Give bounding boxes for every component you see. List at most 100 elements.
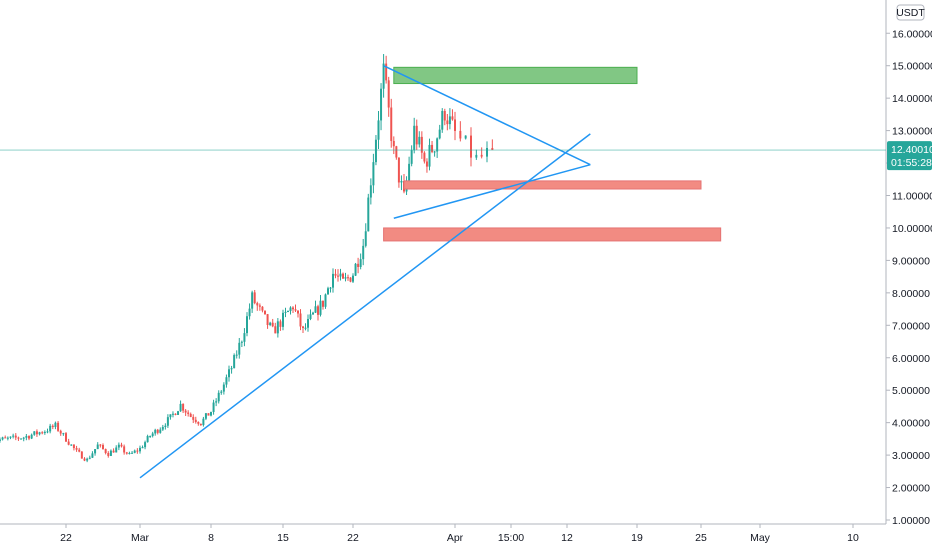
candle-up	[486, 147, 488, 157]
x-tick-label: 15:00	[498, 532, 524, 544]
candle-down	[80, 451, 83, 459]
candle-up	[117, 444, 120, 448]
candle-up	[243, 333, 246, 342]
candle-up	[228, 369, 230, 378]
candle-down	[385, 63, 388, 81]
candle-up	[374, 139, 377, 163]
candle-up	[1, 437, 4, 440]
candle-up	[164, 425, 167, 427]
x-tick-label: 8	[208, 532, 214, 544]
candle-down	[258, 305, 261, 307]
candle-down	[322, 300, 324, 307]
candle-down	[104, 449, 107, 454]
candle-up	[354, 263, 357, 276]
y-tick-label: 16.00000	[892, 28, 932, 40]
candle-up	[161, 426, 164, 430]
candle-up	[166, 417, 169, 426]
candle-up	[344, 277, 347, 279]
y-tick-label: 11.00000	[892, 191, 932, 203]
candle-down	[415, 125, 418, 145]
candle-down	[194, 419, 197, 422]
candle-up	[377, 120, 380, 140]
candle-up	[94, 449, 97, 454]
candle-up	[225, 377, 228, 385]
candle-up	[177, 411, 180, 415]
candle-down	[125, 452, 128, 454]
candle-up	[367, 197, 370, 232]
x-tick-label: 15	[277, 532, 289, 544]
candle-up	[269, 322, 272, 325]
candle-up	[86, 458, 89, 461]
candle-up	[329, 287, 332, 289]
candle-down	[347, 277, 349, 279]
candle-up	[9, 436, 12, 438]
candle-up	[289, 307, 292, 312]
y-tick-label: 7.00000	[892, 320, 930, 332]
candle-down	[197, 421, 200, 424]
x-tick-label: 22	[60, 532, 72, 544]
y-tick-label: 14.00000	[892, 93, 932, 105]
candles-group	[0, 54, 494, 463]
candle-up	[12, 435, 15, 437]
candle-up	[212, 402, 215, 412]
candle-up	[282, 312, 284, 327]
candle-down	[425, 161, 428, 167]
candle-down	[192, 416, 195, 420]
x-tick-label: 12	[561, 532, 573, 544]
candle-down	[75, 448, 78, 450]
candle-up	[304, 327, 307, 329]
candle-up	[38, 432, 41, 435]
candle-up	[312, 312, 314, 315]
x-tick-label: Apr	[447, 532, 464, 544]
candle-down	[199, 423, 202, 426]
candle-down	[112, 450, 115, 453]
candle-down	[57, 422, 60, 431]
candle-down	[299, 313, 302, 327]
candle-up	[146, 436, 149, 443]
candle-up	[139, 447, 141, 452]
y-tick-label: 2.00000	[892, 483, 930, 495]
candle-up	[324, 294, 327, 307]
candle-down	[83, 458, 86, 461]
candle-down	[470, 135, 472, 158]
candle-down	[102, 445, 104, 450]
candle-down	[357, 263, 360, 267]
candle-up	[276, 321, 279, 334]
candle-up	[33, 431, 36, 435]
candle-up	[418, 136, 421, 145]
candle-up	[309, 314, 312, 319]
candle-down	[271, 322, 274, 327]
x-tick-label: 19	[631, 532, 643, 544]
candle-up	[46, 431, 49, 433]
y-tick-label: 10.00000	[892, 223, 932, 235]
candle-up	[246, 316, 248, 334]
candle-up	[131, 452, 134, 454]
candle-up	[362, 245, 365, 260]
candle-up	[144, 442, 147, 448]
candle-up	[149, 435, 152, 437]
current-price-tag	[887, 141, 932, 171]
candle-down	[491, 147, 494, 151]
candle-up	[215, 401, 218, 403]
candle-down	[261, 306, 264, 311]
candle-up	[204, 413, 207, 419]
candle-up	[475, 154, 478, 158]
candle-up	[441, 110, 444, 130]
candle-up	[339, 273, 342, 277]
y-tick-label: 13.00000	[892, 126, 932, 138]
candle-up	[240, 341, 243, 343]
candle-up	[70, 444, 73, 446]
candle-down	[397, 157, 400, 183]
current-price-label: 12.40010	[891, 144, 932, 156]
candle-up	[251, 292, 254, 309]
candle-down	[156, 429, 159, 433]
candle-up	[464, 135, 467, 139]
candle-down	[253, 292, 256, 304]
candle-up	[352, 275, 354, 282]
candle-down	[443, 110, 446, 121]
candle-up	[220, 391, 223, 393]
candle-up	[154, 429, 157, 434]
candle-down	[337, 275, 339, 277]
candle-down	[72, 444, 75, 449]
